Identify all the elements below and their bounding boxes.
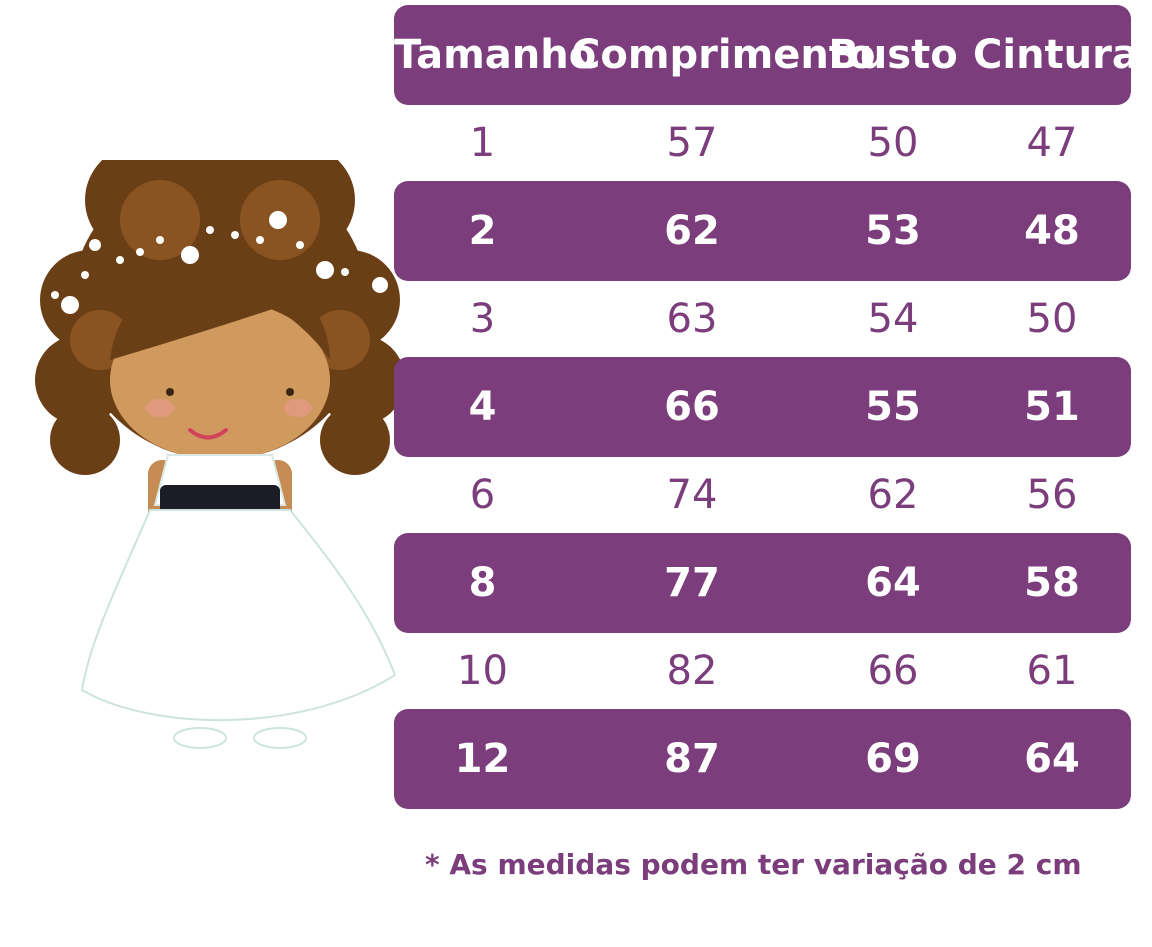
cell-busto: 66 bbox=[867, 648, 919, 694]
cell-cintura: 47 bbox=[1026, 120, 1078, 166]
cell-busto: 62 bbox=[867, 472, 919, 518]
header-tamanho: Tamanho bbox=[394, 32, 597, 78]
cell-tamanho: 12 bbox=[454, 736, 511, 782]
cell-cintura: 61 bbox=[1026, 648, 1078, 694]
cell-tamanho: 3 bbox=[469, 296, 496, 342]
cell-tamanho: 1 bbox=[469, 120, 496, 166]
table-header-row: Tamanho Comprimento Busto Cintura bbox=[394, 5, 1139, 105]
cell-cintura: 51 bbox=[1024, 384, 1080, 430]
cell-tamanho: 2 bbox=[468, 208, 497, 254]
cell-comprimento: 62 bbox=[664, 208, 720, 254]
cell-cintura: 50 bbox=[1026, 296, 1078, 342]
cell-cintura: 64 bbox=[1024, 736, 1080, 782]
cell-cintura: 58 bbox=[1024, 560, 1080, 606]
header-comprimento: Comprimento bbox=[571, 32, 876, 78]
cell-tamanho: 4 bbox=[468, 384, 497, 430]
cell-comprimento: 82 bbox=[666, 648, 718, 694]
table-row: 1 57 50 47 bbox=[394, 93, 1131, 193]
cell-cintura: 56 bbox=[1026, 472, 1078, 518]
cell-busto: 50 bbox=[867, 120, 919, 166]
table-row: 4 66 55 51 bbox=[394, 357, 1131, 457]
girl-illustration-icon bbox=[35, 160, 405, 749]
cell-comprimento: 74 bbox=[666, 472, 718, 518]
cell-comprimento: 77 bbox=[664, 560, 720, 606]
table-row: 10 82 66 61 bbox=[394, 621, 1131, 721]
cell-busto: 64 bbox=[865, 560, 921, 606]
table-row: 8 77 64 58 bbox=[394, 533, 1131, 633]
header-cintura: Cintura bbox=[973, 32, 1139, 78]
cell-busto: 53 bbox=[865, 208, 921, 254]
cell-comprimento: 87 bbox=[664, 736, 720, 782]
measurement-footnote: * As medidas podem ter variação de 2 cm bbox=[425, 848, 1082, 881]
cell-busto: 54 bbox=[867, 296, 919, 342]
cell-comprimento: 66 bbox=[664, 384, 720, 430]
cell-cintura: 48 bbox=[1024, 208, 1080, 254]
cell-tamanho: 8 bbox=[468, 560, 497, 606]
cell-comprimento: 63 bbox=[666, 296, 718, 342]
table-row: 3 63 54 50 bbox=[394, 269, 1131, 369]
cell-tamanho: 6 bbox=[469, 472, 496, 518]
cell-busto: 55 bbox=[865, 384, 921, 430]
table-row: 2 62 53 48 bbox=[394, 181, 1131, 281]
cell-busto: 69 bbox=[865, 736, 921, 782]
table-row: 12 87 69 64 bbox=[394, 709, 1131, 809]
cell-comprimento: 57 bbox=[666, 120, 718, 166]
cell-tamanho: 10 bbox=[457, 648, 508, 694]
table-row: 6 74 62 56 bbox=[394, 445, 1131, 545]
header-busto: Busto bbox=[828, 32, 958, 78]
